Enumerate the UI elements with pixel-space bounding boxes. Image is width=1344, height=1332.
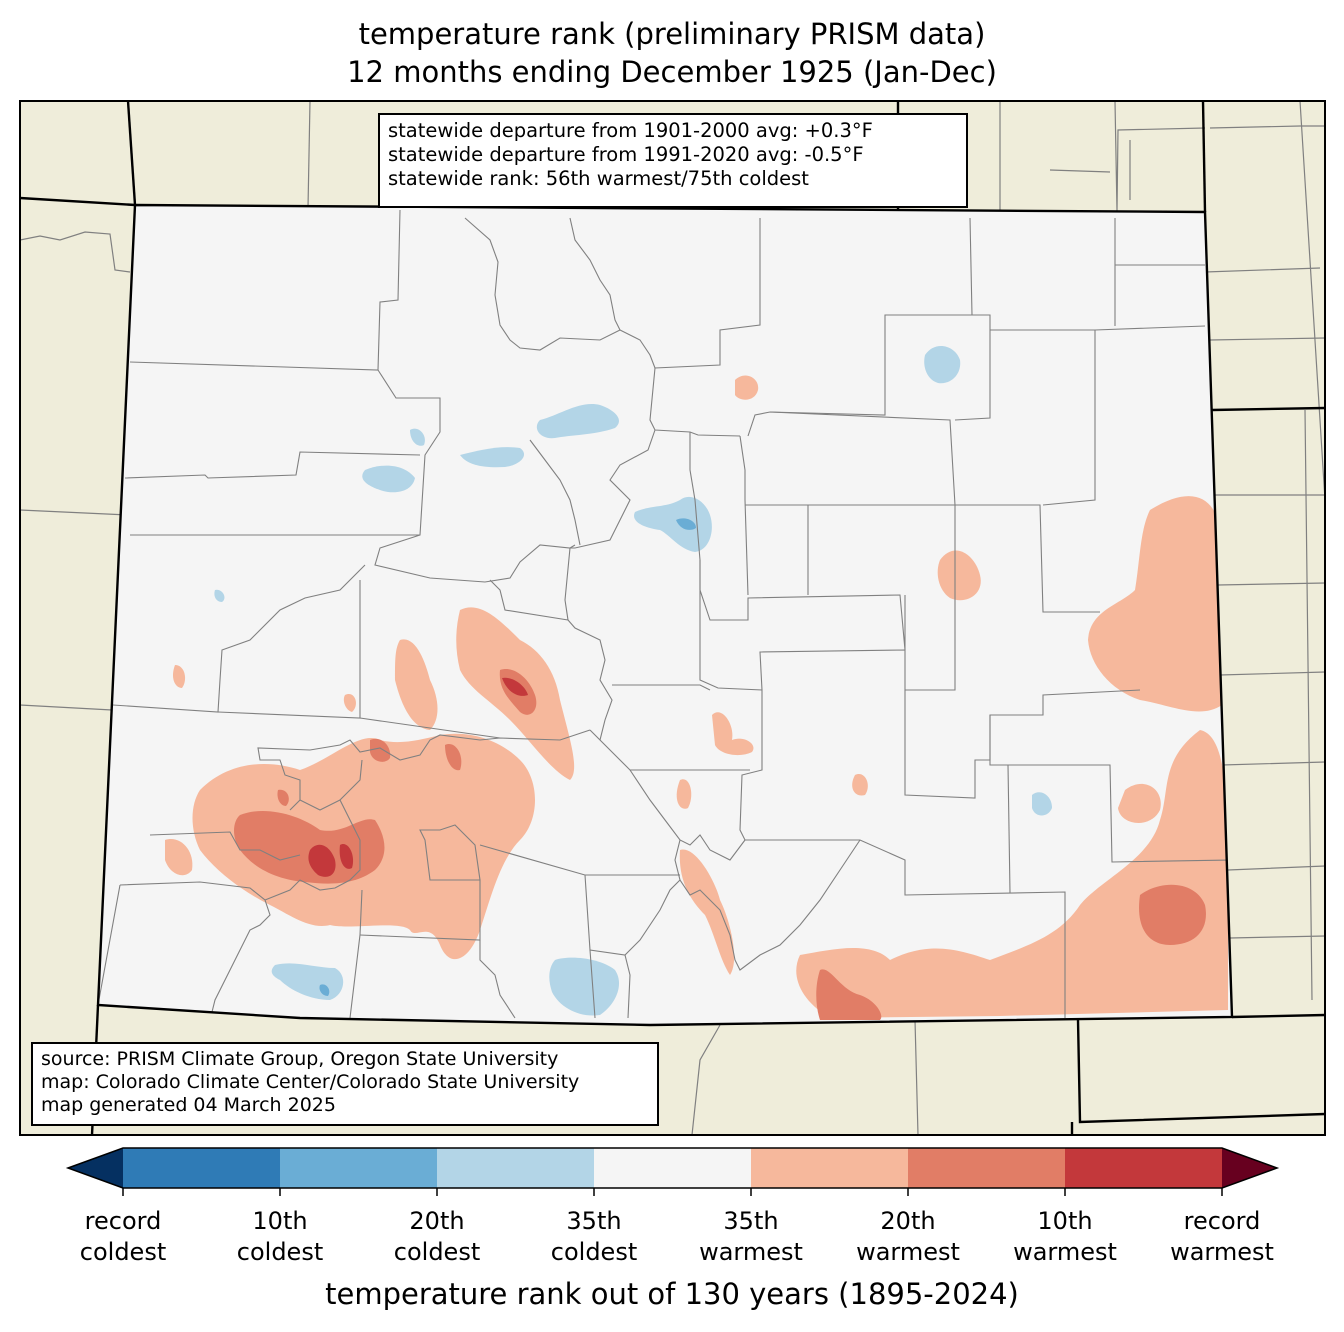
colorbar-title: temperature rank out of 130 years (1895-… — [325, 1277, 1019, 1311]
neighbor-state-lines — [20, 101, 1325, 1135]
colorbar-label-10th-coldest: 10th coldest — [236, 1207, 324, 1266]
statewide-stats-box: statewide departure from 1901-2000 avg: … — [378, 113, 968, 208]
colorbar-bin-record-10th-coldest — [123, 1148, 280, 1188]
source-box: source: PRISM Climate Group, Oregon Stat… — [31, 1042, 659, 1126]
source-line-1: source: PRISM Climate Group, Oregon Stat… — [41, 1048, 559, 1070]
colorado-outline — [96, 203, 1234, 1027]
colorbar-bin-20th-35th-coldest — [437, 1148, 594, 1188]
colorbar-bin-20th-10th-warmest — [908, 1148, 1065, 1188]
county-boundaries — [98, 209, 1231, 1019]
map-title-line-1: temperature rank (preliminary PRISM data… — [358, 17, 986, 51]
colorbar-label-35th-warmest: 35th warmest — [699, 1207, 803, 1266]
colorbar-label-record-coldest: record coldest — [79, 1207, 167, 1266]
stats-line-3: statewide rank: 56th warmest/75th coldes… — [388, 167, 809, 190]
source-line-2: map: Colorado Climate Center/Colorado St… — [41, 1071, 580, 1093]
map-frame — [19, 100, 1326, 1136]
colorbar-overflow-arrow — [1222, 1148, 1277, 1188]
colorbar-underflow-arrow — [68, 1148, 123, 1188]
colorbar-label-20th-warmest: 20th warmest — [856, 1207, 960, 1266]
colorbar-label-20th-coldest: 20th coldest — [393, 1207, 481, 1266]
colorbar-bin-35th-20th-warmest — [751, 1148, 908, 1188]
map-title-line-2: 12 months ending December 1925 (Jan-Dec) — [347, 55, 997, 89]
colorbar-bin-10th-record-warmest — [1065, 1148, 1222, 1188]
stats-line-1: statewide departure from 1901-2000 avg: … — [388, 119, 873, 142]
source-line-3: map generated 04 March 2025 — [41, 1094, 336, 1116]
colorbar-bin-10th-20th-coldest — [280, 1148, 437, 1188]
colorbar-label-record-warmest: record warmest — [1170, 1207, 1274, 1266]
colorbar-label-10th-warmest: 10th warmest — [1013, 1207, 1117, 1266]
rank-anomaly-layer — [165, 345, 1228, 1020]
colorbar-label-35th-coldest: 35th coldest — [550, 1207, 638, 1266]
stats-line-2: statewide departure from 1991-2020 avg: … — [388, 143, 864, 166]
colorbar — [65, 1147, 1280, 1196]
colorbar-bin-near-normal — [594, 1148, 751, 1188]
